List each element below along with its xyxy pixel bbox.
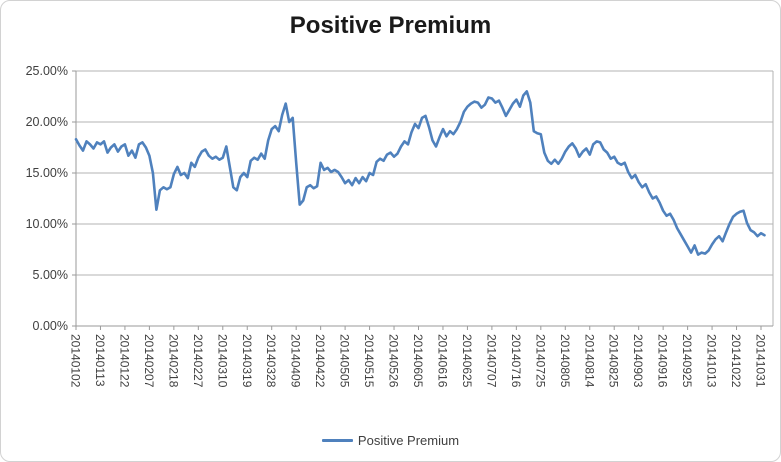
y-axis-label: 15.00% (26, 166, 68, 180)
x-axis-label: 20140825 (607, 334, 621, 388)
x-axis-label: 20140716 (509, 334, 523, 388)
x-axis-label: 20140526 (387, 334, 401, 388)
x-axis-label: 20140328 (264, 334, 278, 388)
x-axis-label: 20140310 (215, 334, 229, 388)
x-axis-label: 20140409 (289, 334, 303, 388)
x-axis-label: 20140505 (338, 334, 352, 388)
y-axis-label: 20.00% (26, 115, 68, 129)
y-axis-label: 25.00% (26, 64, 68, 78)
y-axis-label: 0.00% (33, 319, 68, 333)
y-axis-label: 10.00% (26, 217, 68, 231)
x-axis-label: 20141031 (754, 334, 768, 388)
x-axis-label: 20140616 (435, 334, 449, 388)
x-axis-label: 20140707 (484, 334, 498, 388)
x-axis-label: 20140319 (240, 334, 254, 388)
x-axis-label: 20140916 (656, 334, 670, 388)
chart-title: Positive Premium (289, 12, 492, 39)
x-axis-label: 20140925 (680, 334, 694, 388)
x-axis-label: 20140422 (313, 334, 327, 388)
x-axis-label: 20140122 (117, 334, 131, 388)
positive-premium-series-line (74, 90, 766, 256)
x-axis-label: 20140113 (93, 334, 107, 387)
x-axis-label: 20140102 (69, 334, 83, 388)
x-axis-label: 20140207 (142, 334, 156, 388)
x-axis-label: 20140515 (362, 334, 376, 388)
x-axis-label: 20140814 (582, 334, 596, 388)
legend: Positive Premium (1, 433, 780, 448)
legend-label: Positive Premium (357, 433, 460, 448)
y-axis-label: 5.00% (33, 268, 68, 282)
x-axis-label: 20140218 (166, 334, 180, 388)
x-axis-label: 20140605 (411, 334, 425, 388)
x-axis-label: 20140805 (558, 334, 572, 388)
x-axis-label: 20140903 (631, 334, 645, 388)
x-axis-label: 20140227 (191, 334, 205, 388)
x-axis-label: 20140725 (533, 334, 547, 388)
x-axis-label: 20141022 (729, 334, 743, 388)
x-axis-label: 20140625 (460, 334, 474, 388)
x-axis-label: 20141013 (705, 334, 719, 388)
legend-line-marker (321, 439, 353, 442)
